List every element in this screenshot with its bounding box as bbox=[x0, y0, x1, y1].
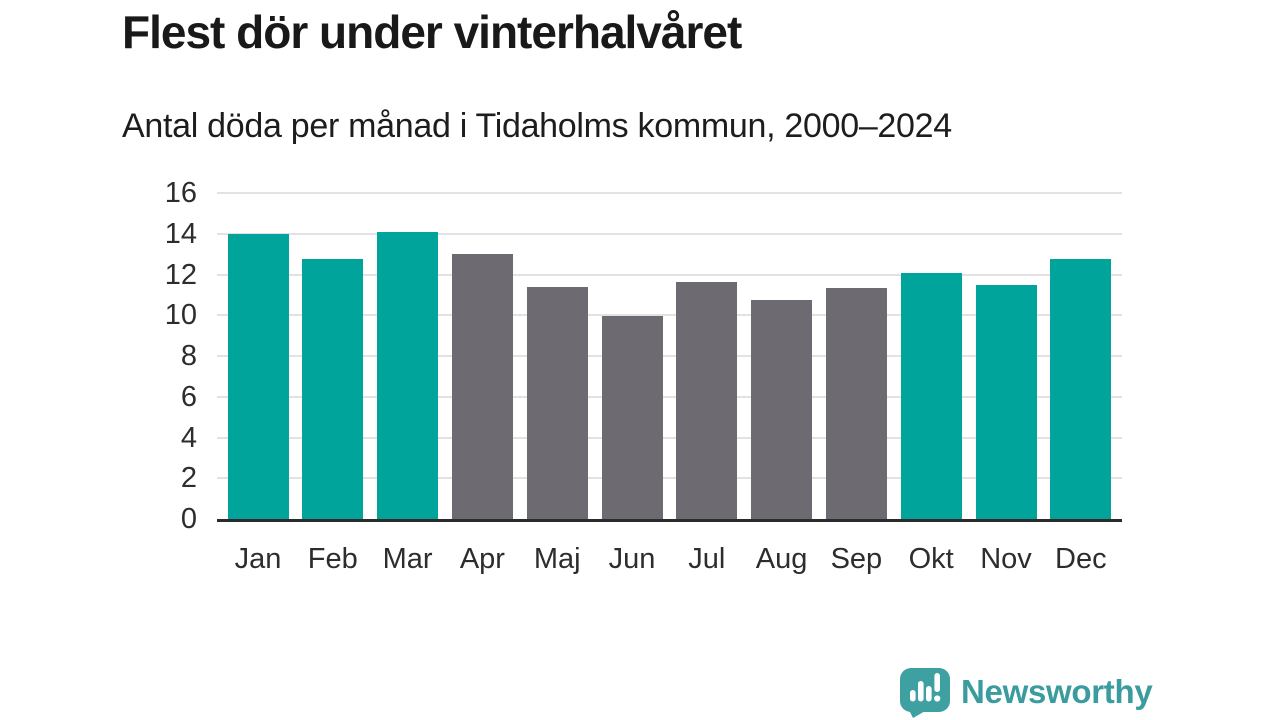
x-axis-label-nov: Nov bbox=[980, 543, 1032, 575]
bar-mar bbox=[377, 231, 439, 519]
bar-jul bbox=[676, 281, 738, 519]
x-axis-label-dec: Dec bbox=[1055, 543, 1107, 575]
bar-nov bbox=[975, 284, 1037, 519]
newsworthy-wordmark: Newsworthy bbox=[961, 673, 1153, 710]
y-axis-label-10: 10 bbox=[164, 299, 197, 332]
bar-feb bbox=[302, 259, 364, 519]
gridline-14 bbox=[217, 232, 1122, 235]
plot-area bbox=[217, 192, 1122, 519]
bar-chart-speech-bubble-icon bbox=[900, 668, 950, 718]
x-axis-label-maj: Maj bbox=[533, 543, 581, 575]
bar-aug bbox=[751, 299, 813, 519]
x-axis-label-jan: Jan bbox=[234, 543, 282, 575]
newsworthy-logo: Newsworthy bbox=[897, 666, 1153, 718]
x-axis-line bbox=[217, 519, 1122, 522]
chart-subtitle: Antal döda per månad i Tidaholms kommun,… bbox=[122, 107, 952, 145]
x-axis-label-jun: Jun bbox=[608, 543, 656, 575]
bar-maj bbox=[526, 286, 588, 519]
x-axis-label-apr: Apr bbox=[459, 543, 505, 575]
bar-jun bbox=[601, 316, 663, 519]
y-axis-label-16: 16 bbox=[164, 177, 197, 209]
gridline-8 bbox=[217, 355, 1122, 357]
chart-title: Flest dör under vinterhalvåret bbox=[122, 6, 742, 58]
bar-apr bbox=[451, 254, 513, 519]
gridline-6 bbox=[217, 395, 1122, 398]
y-axis-label-14: 14 bbox=[164, 217, 197, 250]
gridline-12 bbox=[217, 273, 1122, 276]
bar-dec bbox=[1050, 259, 1112, 519]
gridline-4 bbox=[217, 436, 1122, 439]
gridline-10 bbox=[217, 314, 1122, 317]
x-axis-label-sep: Sep bbox=[830, 543, 883, 575]
x-axis-label-aug: Aug bbox=[755, 543, 808, 575]
gridline-16 bbox=[217, 192, 1122, 194]
bar-okt bbox=[900, 273, 962, 519]
x-axis-label-okt: Okt bbox=[908, 543, 954, 575]
x-axis-label-mar: Mar bbox=[382, 543, 433, 575]
bar-jan bbox=[227, 233, 289, 519]
y-axis-label-2: 2 bbox=[180, 462, 197, 495]
x-axis-label-jul: Jul bbox=[688, 543, 726, 575]
y-axis-label-8: 8 bbox=[180, 340, 197, 372]
y-axis-label-4: 4 bbox=[180, 421, 197, 454]
y-axis-label-6: 6 bbox=[180, 380, 197, 413]
y-axis-label-12: 12 bbox=[164, 258, 197, 291]
y-axis-label-0: 0 bbox=[180, 503, 197, 535]
bar-sep bbox=[825, 287, 887, 519]
gridline-2 bbox=[217, 477, 1122, 480]
x-axis-label-feb: Feb bbox=[307, 543, 358, 575]
